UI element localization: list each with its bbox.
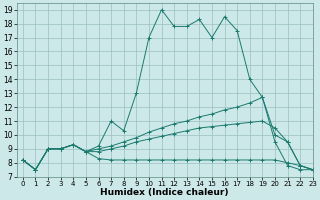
- X-axis label: Humidex (Indice chaleur): Humidex (Indice chaleur): [100, 188, 229, 197]
